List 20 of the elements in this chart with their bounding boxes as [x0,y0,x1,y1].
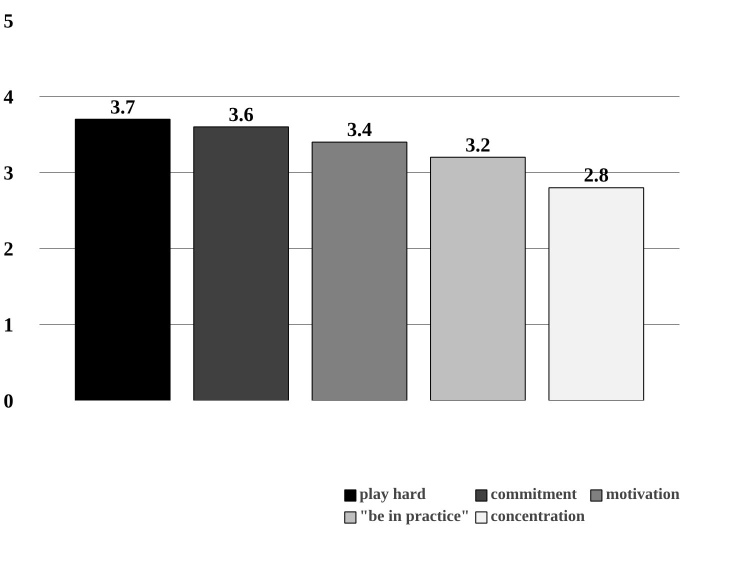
data-label: 2.8 [584,164,609,187]
bar [548,187,644,400]
data-label: 3.7 [110,96,136,118]
y-tick-label: 0 [4,390,14,412]
legend-label: "be in practice" [359,508,470,526]
y-tick-label: 2 [4,238,14,260]
legend-label: motivation [606,486,680,504]
y-tick-label: 1 [4,314,14,336]
y-tick-label: 5 [4,10,14,32]
bar [74,118,171,400]
data-label: 3.6 [228,104,254,126]
y-tick-label: 3 [4,162,14,184]
bar [193,126,289,400]
legend-label: concentration [490,508,585,526]
legend-label: commitment [490,486,577,504]
y-tick-label: 4 [4,86,14,108]
data-label: 3.4 [347,119,372,142]
legend-label: play hard [359,486,426,504]
bar [430,156,526,400]
data-label: 3.2 [465,134,490,156]
